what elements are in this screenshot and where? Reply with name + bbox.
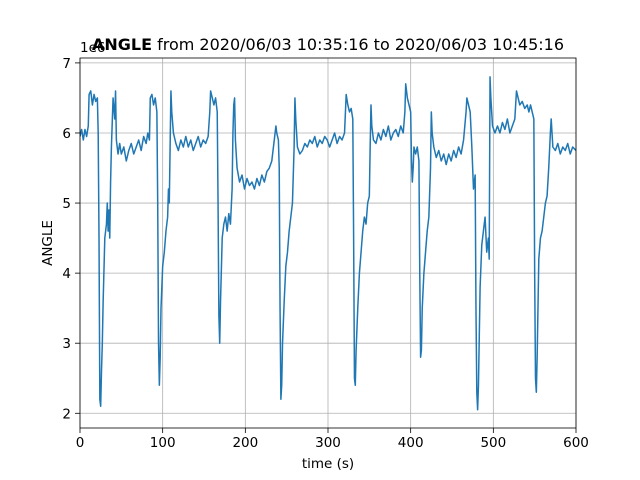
y-tick-label: 4 — [62, 266, 71, 282]
chart-title-bold: ANGLE — [92, 35, 152, 54]
data-line — [80, 76, 576, 411]
y-tick-label: 3 — [62, 336, 71, 352]
y-axis-label: ANGLE — [40, 220, 56, 266]
chart-title-rest: from 2020/06/03 10:35:16 to 2020/06/03 1… — [157, 35, 564, 54]
y-tick-label: 5 — [62, 196, 71, 212]
y-offset-label: 1e6 — [80, 40, 105, 56]
x-tick-label: 0 — [76, 435, 85, 451]
y-tick-label: 2 — [62, 406, 71, 422]
y-tick-label: 6 — [62, 126, 71, 142]
x-tick-label: 100 — [150, 435, 176, 451]
x-tick-label: 600 — [563, 435, 589, 451]
x-tick-label: 400 — [398, 435, 424, 451]
x-tick-label: 300 — [315, 435, 341, 451]
chart-title: ANGLE from 2020/06/03 10:35:16 to 2020/0… — [92, 35, 564, 54]
x-axis-label: time (s) — [302, 456, 354, 472]
plot-frame — [79, 57, 577, 429]
y-tick-label: 7 — [62, 56, 71, 72]
x-tick-label: 200 — [232, 435, 258, 451]
x-tick-label: 500 — [480, 435, 506, 451]
